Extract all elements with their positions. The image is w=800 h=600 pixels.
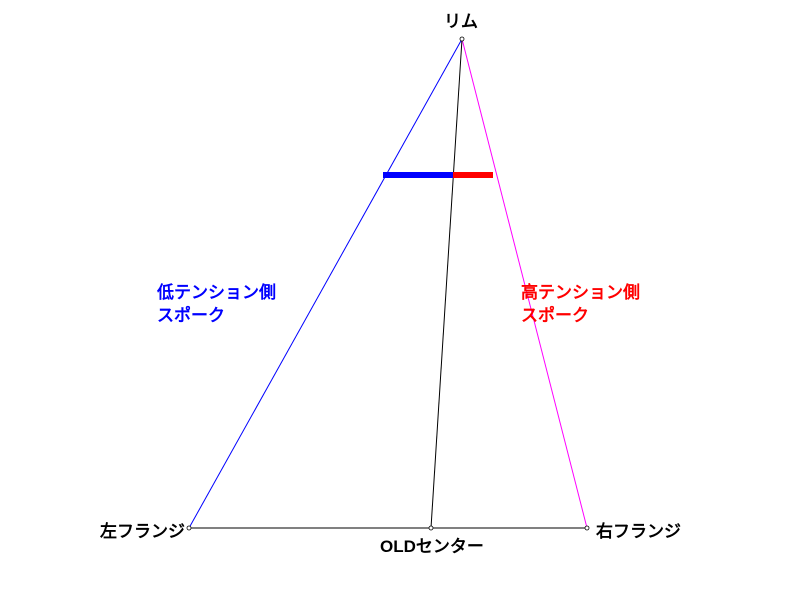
label-base-left: 左フランジ — [100, 521, 185, 544]
center-line — [431, 39, 462, 528]
label-base-right: 右フランジ — [596, 521, 681, 544]
label-right-spoke: 高テンション側 スポーク — [521, 282, 640, 328]
label-left-spoke: 低テンション側 スポーク — [157, 282, 276, 328]
point-base-right — [585, 526, 589, 530]
point-base-left — [187, 526, 191, 530]
wheel-spoke-diagram — [0, 0, 800, 600]
point-base-center — [429, 526, 433, 530]
point-apex — [460, 37, 464, 41]
label-apex: リム — [444, 11, 478, 34]
label-base-center: OLDセンター — [380, 536, 484, 559]
